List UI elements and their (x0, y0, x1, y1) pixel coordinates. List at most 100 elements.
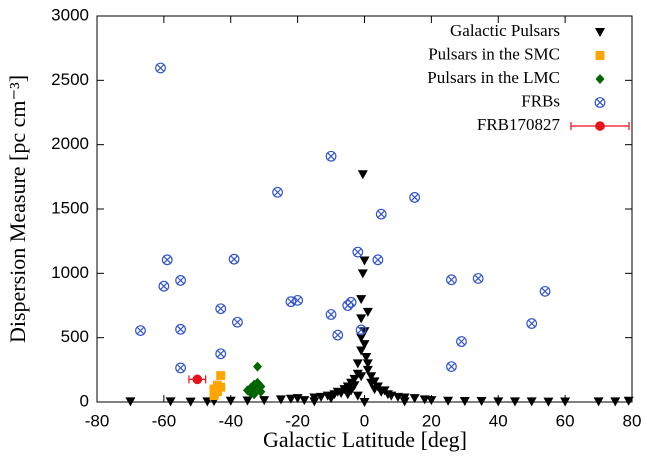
triangle (352, 391, 363, 401)
triangle (362, 365, 373, 375)
triangle (392, 392, 403, 402)
marker (356, 314, 367, 324)
triangle (362, 307, 373, 317)
triangle (316, 392, 327, 402)
marker (476, 396, 487, 406)
x-tick-label: -60 (152, 411, 177, 430)
marker (595, 121, 605, 131)
marker (356, 295, 367, 305)
legend-label: Galactic Pulsars (450, 21, 560, 40)
marker (362, 307, 373, 317)
cross (447, 362, 456, 371)
marker (357, 269, 368, 279)
triangle (595, 28, 605, 37)
marker (272, 186, 283, 198)
ring (215, 348, 227, 360)
marker (215, 303, 227, 315)
marker (125, 397, 136, 407)
cross (176, 276, 185, 285)
ring (155, 62, 166, 74)
ring (375, 208, 387, 220)
marker (259, 396, 270, 406)
marker (359, 256, 370, 266)
cross (273, 188, 282, 197)
marker (409, 192, 421, 203)
triangle (125, 397, 136, 407)
triangle (419, 395, 430, 405)
marker (362, 359, 373, 369)
square (216, 371, 226, 381)
marker (216, 371, 226, 381)
triangle (426, 396, 437, 406)
ring (539, 285, 551, 297)
legend-label: FRB170827 (477, 115, 561, 134)
cross (230, 255, 238, 264)
marker (325, 309, 337, 320)
cross (377, 210, 386, 218)
triangle (366, 372, 377, 382)
legend-label: FRBs (521, 91, 560, 110)
triangle (356, 295, 367, 305)
marker (446, 274, 457, 286)
diamond (249, 389, 259, 400)
marker (209, 391, 219, 401)
diamond (253, 361, 262, 372)
marker (472, 273, 484, 284)
ring (409, 192, 421, 203)
cross (457, 337, 466, 346)
triangle (359, 340, 370, 350)
marker (309, 397, 320, 407)
marker (409, 394, 420, 404)
triangle (543, 397, 554, 407)
marker (372, 254, 384, 266)
marker (256, 381, 266, 392)
triangle (285, 394, 296, 404)
triangle (361, 352, 372, 362)
x-tick-label: 0 (360, 411, 369, 430)
marker (332, 329, 344, 341)
cross (176, 364, 185, 372)
triangle (185, 397, 196, 407)
ring (232, 316, 243, 328)
cross (374, 255, 382, 264)
ring (332, 329, 344, 341)
marker (593, 397, 604, 407)
x-tick-label: -20 (285, 411, 310, 430)
y-tick-label: 1000 (51, 263, 89, 282)
triangle (356, 314, 367, 324)
ring (446, 361, 457, 373)
ring (175, 323, 186, 335)
cross (353, 248, 362, 256)
cross (327, 152, 335, 161)
marker (426, 396, 437, 406)
marker (543, 397, 554, 407)
ring (345, 296, 357, 308)
cross (176, 325, 185, 334)
triangle (493, 397, 504, 407)
marker (459, 396, 470, 406)
marker (161, 254, 173, 266)
marker (135, 325, 146, 336)
x-tick-label: 40 (489, 411, 508, 430)
triangle (560, 397, 571, 407)
cross (596, 98, 604, 107)
ring (526, 318, 538, 329)
legend-label: Pulsars in the LMC (427, 68, 560, 87)
marker (539, 285, 551, 297)
y-tick-label: 2000 (51, 134, 89, 153)
marker (443, 396, 454, 406)
square (216, 382, 226, 392)
marker (595, 74, 605, 84)
cross (333, 331, 342, 339)
marker (349, 381, 360, 391)
triangle (259, 396, 270, 406)
marker (361, 352, 372, 362)
marker (165, 397, 176, 407)
cross (527, 319, 536, 328)
marker (357, 170, 368, 180)
cross (474, 274, 483, 283)
triangle (399, 397, 410, 407)
cross (357, 326, 365, 334)
triangle (369, 377, 380, 387)
